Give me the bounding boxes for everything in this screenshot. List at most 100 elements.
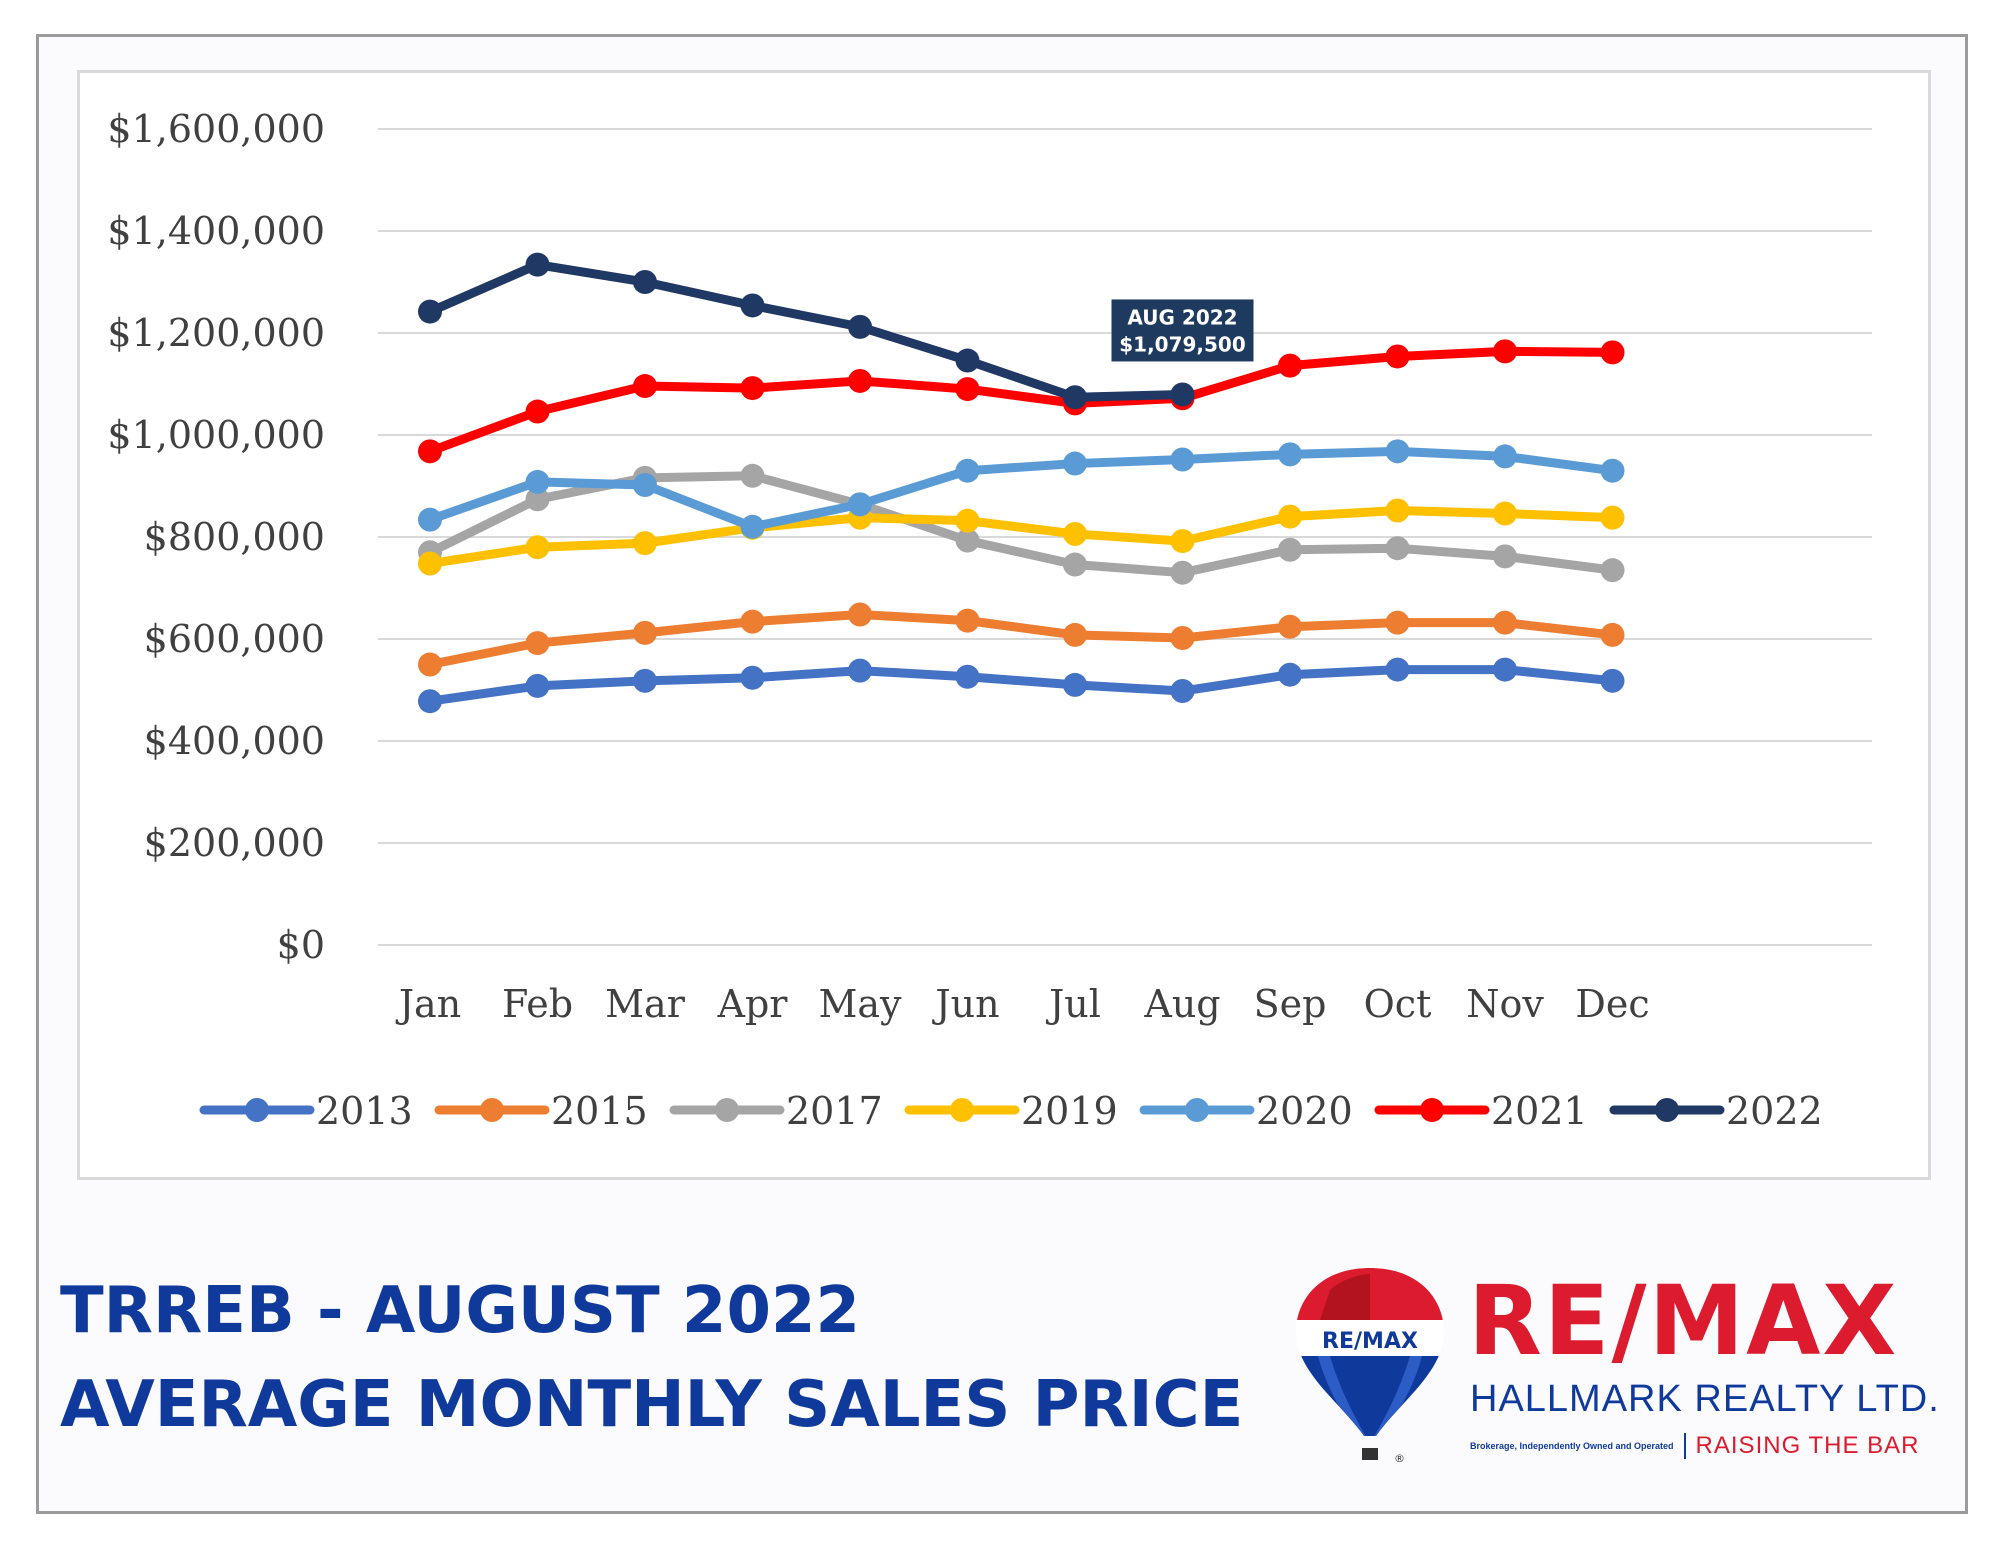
x-tick-label: Dec [1575,982,1649,1026]
data-point-2019 [1600,505,1625,530]
data-point-2022 [418,299,442,324]
legend-label: 2021 [1491,1089,1588,1133]
x-tick-label: Apr [717,982,789,1026]
data-point-2020 [1385,439,1410,464]
data-point-2021 [1600,340,1625,365]
legend: 2013 2015 2017 2019 2020 2021 2022 [199,1089,1823,1133]
headline: TRREB - AUGUST 2022 AVERAGE MONTHLY SALE… [60,1264,1243,1452]
data-point-2015 [848,602,872,627]
data-point-2022 [848,314,872,339]
data-point-2015 [955,608,980,633]
legend-item-2022: 2022 [1609,1089,1823,1133]
legend-item-2015: 2015 [434,1089,648,1133]
annotation-callout: AUG 2022 $1,079,500 [1111,299,1254,362]
legend-label: 2013 [316,1089,413,1133]
data-point-2019 [955,508,980,533]
data-point-2015 [525,631,550,656]
data-point-2020 [1170,447,1195,472]
series-line-2015 [425,610,1617,669]
registered-mark: ® [1394,1452,1405,1465]
data-point-2017 [1278,537,1302,562]
data-point-2017 [1170,560,1195,585]
series-line-2022 [425,260,1187,402]
x-tick-label: Oct [1364,982,1432,1026]
data-point-2021 [1493,339,1517,364]
data-point-2015 [1600,622,1625,647]
y-tick-label: $400,000 [144,719,325,763]
data-point-2013 [1063,672,1087,697]
x-tick-label: May [818,982,902,1026]
data-point-2015 [740,609,765,634]
y-axis-tick-labels: $0 $200,000 $400,000 $600,000 $800,000 $1,000… [107,107,325,967]
data-point-2017 [1385,536,1410,561]
data-point-2021 [740,376,765,401]
data-point-2020 [1600,458,1625,483]
brand-tagline: RAISING THE BAR [1695,1432,1920,1459]
data-point-2015 [1063,622,1087,647]
series-2015 [418,602,1625,677]
data-point-2022 [525,252,550,277]
legend-label: 2019 [1021,1089,1118,1133]
legend-marker [1420,1098,1444,1122]
series-line-2021 [425,346,1617,456]
y-tick-label: $600,000 [144,617,325,661]
data-point-2019 [418,551,442,576]
data-point-2020 [1063,451,1087,476]
data-point-2021 [1385,344,1410,369]
legend-label: 2017 [786,1089,883,1133]
y-tick-label: $200,000 [144,821,325,865]
data-point-2021 [955,377,980,402]
data-point-2019 [525,535,550,560]
data-point-2017 [525,487,550,512]
data-point-2017 [1600,558,1625,583]
data-point-2017 [1063,552,1087,577]
y-tick-label: $1,000,000 [107,413,325,457]
data-point-2013 [633,668,657,693]
brand-name: RE/MAX [1468,1265,1899,1377]
x-tick-label: Aug [1143,982,1220,1026]
legend-marker [950,1098,974,1122]
y-tick-label: $1,600,000 [107,107,325,151]
legend-marker [480,1098,504,1122]
series-2013 [418,657,1625,714]
data-point-2021 [633,374,657,399]
series-2020 [418,439,1625,539]
legend-label: 2022 [1726,1089,1823,1133]
data-point-2013 [525,673,550,698]
brand-separator [1683,1433,1686,1459]
data-point-2022 [955,348,980,373]
legend-item-2020: 2020 [1139,1089,1353,1133]
data-point-2019 [1170,529,1195,554]
data-point-2013 [1493,657,1517,682]
data-point-2013 [740,665,765,690]
series-line-2019 [425,505,1617,569]
series-2021 [418,339,1625,464]
data-point-2013 [1600,668,1625,693]
x-tick-label: Jan [395,982,461,1026]
y-tick-label: $1,200,000 [107,311,325,355]
data-point-2017 [1493,544,1517,569]
legend-marker [1185,1098,1209,1122]
data-point-2020 [418,507,442,532]
brand-footer: Brokerage, Independently Owned and Opera… [1470,1432,1919,1460]
legend-item-2019: 2019 [904,1089,1118,1133]
annotation-box [1111,299,1254,362]
data-point-2015 [418,652,442,677]
legend-marker [1655,1098,1679,1122]
y-tick-label: $1,400,000 [107,209,325,253]
annotation-line-1: AUG 2022 [1127,305,1237,329]
data-point-2019 [1063,521,1087,546]
series-line-2013 [425,665,1617,706]
x-tick-label: Jul [1045,982,1101,1026]
balloon-text: RE/MAX [1322,1329,1418,1354]
brand-small-print: Brokerage, Independently Owned and Opera… [1470,1441,1674,1451]
legend-marker [245,1098,269,1122]
data-point-2022 [1170,382,1195,407]
data-point-2013 [1278,662,1302,687]
data-point-2020 [848,492,872,517]
legend-marker [715,1098,739,1122]
data-point-2013 [1170,679,1195,704]
brand-logo: RE/MAX ® RE/MAX HALLMARK REALTY LTD. Bro… [1290,1260,1940,1470]
data-point-2020 [740,514,765,539]
